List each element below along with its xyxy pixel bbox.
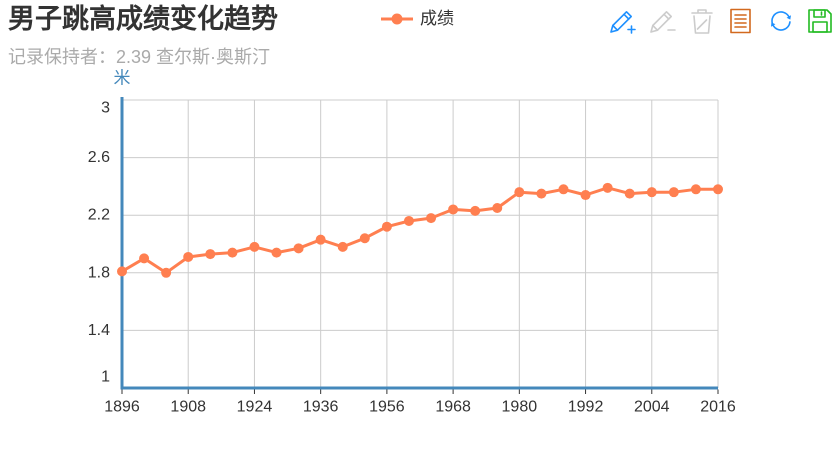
legend: 成绩 xyxy=(380,8,454,30)
chart-subtitle: 记录保持者：2.39 查尔斯·奥斯汀 xyxy=(8,47,271,67)
data-point-1972[interactable] xyxy=(470,205,481,216)
series-line xyxy=(120,186,720,275)
pen-minus-icon xyxy=(650,11,676,33)
x-axis-labels: 1896 1908 1924 1936 1956 1968 1980 1992 2004 2016 xyxy=(104,389,736,416)
data-point-2008[interactable] xyxy=(668,187,679,198)
y-tick-label: 1.4 xyxy=(88,322,110,339)
data-point-1912[interactable] xyxy=(205,249,216,260)
data-point-1964[interactable] xyxy=(426,213,437,224)
data-point-2012[interactable] xyxy=(690,184,701,195)
data-point-1980[interactable] xyxy=(514,187,525,198)
data-point-1900[interactable] xyxy=(139,253,150,264)
grid-lines xyxy=(121,99,719,389)
x-tick-label: 1936 xyxy=(303,399,339,416)
x-tick-label: 1968 xyxy=(435,399,471,416)
y-tick-label: 2.6 xyxy=(88,149,110,166)
x-tick-label: 1956 xyxy=(369,399,405,416)
x-tick-label: 2016 xyxy=(700,399,736,416)
restore-icon xyxy=(771,11,791,31)
x-tick-label: 2004 xyxy=(634,399,670,416)
data-point-1948[interactable] xyxy=(337,241,348,252)
mark-clear-button xyxy=(688,7,716,35)
data-point-2004[interactable] xyxy=(646,187,657,198)
data-point-1956[interactable] xyxy=(381,221,392,232)
data-point-1896[interactable] xyxy=(117,266,127,277)
x-tick-label: 1908 xyxy=(170,399,206,416)
x-tick-label: 1924 xyxy=(237,399,273,416)
data-view-button[interactable] xyxy=(727,7,755,35)
data-view-icon xyxy=(730,8,751,34)
y-tick-label: 3 xyxy=(101,100,110,117)
data-point-1960[interactable] xyxy=(403,215,414,226)
save-image-icon xyxy=(808,9,832,33)
x-tick-label: 1980 xyxy=(502,399,538,416)
y-tick-label: 1.8 xyxy=(88,264,110,281)
y-axis-labels: 1 1.4 1.8 2.2 2.6 3 xyxy=(88,100,110,386)
data-point-1996[interactable] xyxy=(602,182,613,193)
pen-plus-icon xyxy=(610,11,636,34)
restore-button[interactable] xyxy=(767,7,795,35)
data-point-1908[interactable] xyxy=(183,251,194,262)
data-point-1928[interactable] xyxy=(271,247,282,258)
mark-button[interactable] xyxy=(608,7,636,35)
x-tick-label: 1896 xyxy=(104,399,140,416)
data-point-1924[interactable] xyxy=(249,241,260,252)
mark-undo-button xyxy=(648,7,676,35)
y-axis-name: 米 xyxy=(114,69,131,88)
clear-marks-icon xyxy=(691,9,713,34)
legend-item-score[interactable]: 成绩 xyxy=(380,8,454,30)
data-point-1932[interactable] xyxy=(293,243,304,254)
legend-label: 成绩 xyxy=(420,9,454,28)
y-tick-label: 1 xyxy=(101,369,110,386)
data-point-2000[interactable] xyxy=(624,188,635,199)
data-point-1968[interactable] xyxy=(448,204,459,215)
data-point-1976[interactable] xyxy=(492,203,503,213)
data-point-1984[interactable] xyxy=(536,188,547,199)
data-point-1920[interactable] xyxy=(227,247,238,258)
y-tick-label: 2.2 xyxy=(88,207,110,224)
data-point-1952[interactable] xyxy=(359,233,370,244)
data-point-1988[interactable] xyxy=(558,184,569,195)
chart-title: 男子跳高成绩变化趋势 xyxy=(8,4,278,34)
save-image-button[interactable] xyxy=(806,7,834,35)
legend-line-icon xyxy=(381,13,413,25)
data-point-1992[interactable] xyxy=(580,190,591,201)
data-point-1904[interactable] xyxy=(161,267,172,278)
x-tick-label: 1992 xyxy=(568,399,604,416)
series-0 xyxy=(117,182,723,278)
data-point-1936[interactable] xyxy=(315,234,326,245)
data-point-2016[interactable] xyxy=(713,184,723,195)
